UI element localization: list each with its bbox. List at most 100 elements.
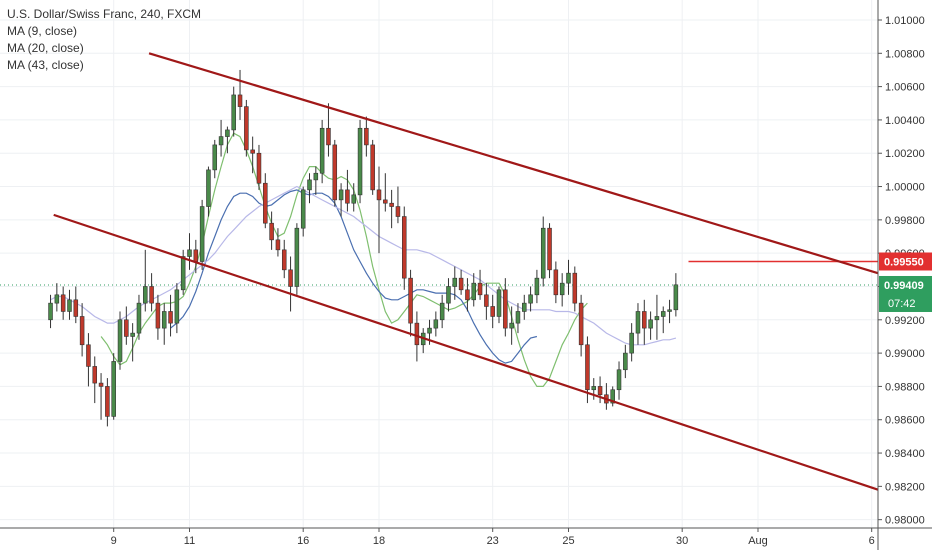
candle bbox=[522, 294, 527, 320]
candle-body bbox=[288, 269, 293, 287]
candle-body bbox=[364, 127, 369, 146]
candle-body bbox=[231, 94, 236, 131]
candle bbox=[477, 269, 483, 300]
candle-body bbox=[105, 386, 110, 417]
x-tick-label: 18 bbox=[373, 535, 385, 547]
candle-body bbox=[180, 256, 186, 291]
candle bbox=[395, 186, 401, 224]
candle-body bbox=[193, 249, 199, 262]
candle bbox=[67, 289, 72, 320]
candle-body bbox=[54, 294, 60, 304]
candle-body bbox=[509, 322, 514, 329]
candle-body bbox=[591, 386, 597, 391]
candle bbox=[642, 299, 647, 345]
last-price-tag-text: 0.99409 bbox=[884, 280, 924, 292]
candle-body bbox=[313, 172, 319, 181]
y-tick-label: 1.01000 bbox=[885, 15, 925, 27]
candle-body bbox=[149, 286, 154, 304]
channel-lower-line bbox=[53, 213, 879, 491]
candle bbox=[597, 376, 603, 404]
candle-body bbox=[616, 369, 622, 391]
candle-body bbox=[515, 311, 521, 324]
candle bbox=[143, 249, 148, 312]
candle-body bbox=[281, 249, 287, 271]
candle-body bbox=[79, 316, 85, 346]
level-price-tag bbox=[879, 252, 932, 271]
candle bbox=[130, 323, 135, 362]
candle-body bbox=[490, 306, 495, 317]
candle bbox=[275, 228, 281, 257]
x-tick-label: 9 bbox=[111, 535, 117, 547]
candle-body bbox=[98, 382, 104, 387]
candle-body bbox=[547, 227, 552, 271]
candle-body bbox=[326, 127, 331, 146]
candle bbox=[326, 103, 331, 157]
candle bbox=[654, 294, 660, 340]
x-tick-label: 30 bbox=[676, 535, 688, 547]
ma43-legend[interactable]: MA (43, close) bbox=[7, 58, 84, 72]
ma43-line bbox=[50, 185, 677, 346]
candle-body bbox=[477, 282, 483, 296]
candle bbox=[225, 126, 230, 154]
candle bbox=[288, 256, 293, 312]
candle-body bbox=[471, 282, 476, 301]
candle-body bbox=[629, 332, 634, 354]
candle bbox=[111, 353, 116, 420]
candle-body bbox=[389, 202, 394, 207]
candle bbox=[174, 283, 180, 334]
candle bbox=[86, 333, 91, 387]
candle bbox=[623, 344, 628, 379]
symbol-title[interactable]: U.S. Dollar/Swiss Franc, 240, FXCM bbox=[7, 7, 202, 21]
candle-body bbox=[427, 327, 432, 334]
candle bbox=[332, 139, 338, 207]
ma20-line bbox=[170, 189, 538, 364]
candle bbox=[338, 183, 344, 217]
candle bbox=[667, 299, 672, 324]
candle-body bbox=[117, 319, 123, 362]
candle bbox=[616, 361, 622, 400]
candle-body bbox=[345, 189, 350, 204]
candle bbox=[648, 311, 653, 340]
moving-averages bbox=[50, 132, 677, 387]
candle bbox=[673, 273, 679, 317]
candle-body bbox=[73, 299, 79, 317]
candle-body bbox=[610, 389, 615, 404]
candle bbox=[269, 211, 274, 250]
y-tick-label: 0.98600 bbox=[885, 415, 925, 427]
candle bbox=[509, 306, 514, 345]
candle bbox=[484, 283, 489, 320]
candle-body bbox=[332, 144, 338, 201]
candle-body bbox=[496, 289, 502, 317]
candle bbox=[60, 286, 66, 320]
candle bbox=[206, 166, 211, 217]
candle bbox=[635, 303, 641, 345]
candle-body bbox=[660, 311, 666, 317]
candle bbox=[351, 183, 356, 212]
ma9-line bbox=[100, 132, 588, 387]
candle bbox=[402, 206, 407, 290]
candle-body bbox=[319, 127, 325, 174]
candle bbox=[364, 116, 369, 157]
candle-body bbox=[654, 316, 660, 321]
x-tick-label: 25 bbox=[562, 535, 574, 547]
candle-body bbox=[111, 361, 116, 417]
y-tick-label: 1.00000 bbox=[885, 182, 925, 194]
candle-body bbox=[48, 302, 53, 321]
candle bbox=[471, 273, 476, 307]
candle-body bbox=[559, 282, 565, 296]
candle-body bbox=[250, 149, 255, 154]
candle bbox=[591, 378, 597, 400]
candle-body bbox=[383, 199, 388, 204]
candle bbox=[155, 294, 161, 340]
candles bbox=[48, 69, 679, 427]
candle-body bbox=[648, 319, 653, 329]
candle-body bbox=[484, 294, 489, 307]
candle bbox=[105, 378, 110, 427]
candle bbox=[389, 189, 394, 229]
candle bbox=[534, 269, 540, 304]
candle bbox=[553, 261, 559, 304]
ma20-legend[interactable]: MA (20, close) bbox=[7, 41, 84, 55]
ma9-legend[interactable]: MA (9, close) bbox=[7, 24, 78, 38]
